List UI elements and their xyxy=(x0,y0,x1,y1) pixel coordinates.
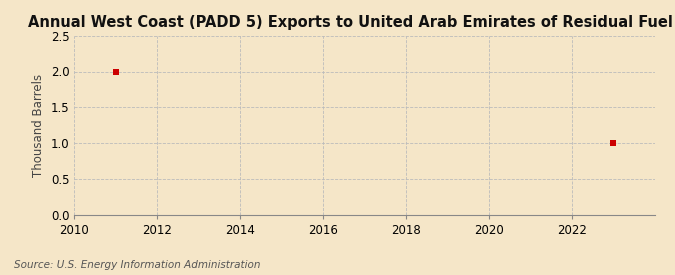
Y-axis label: Thousand Barrels: Thousand Barrels xyxy=(32,73,45,177)
Point xyxy=(608,141,619,145)
Title: Annual West Coast (PADD 5) Exports to United Arab Emirates of Residual Fuel Oil: Annual West Coast (PADD 5) Exports to Un… xyxy=(28,15,675,31)
Point xyxy=(110,69,121,74)
Text: Source: U.S. Energy Information Administration: Source: U.S. Energy Information Administ… xyxy=(14,260,260,270)
